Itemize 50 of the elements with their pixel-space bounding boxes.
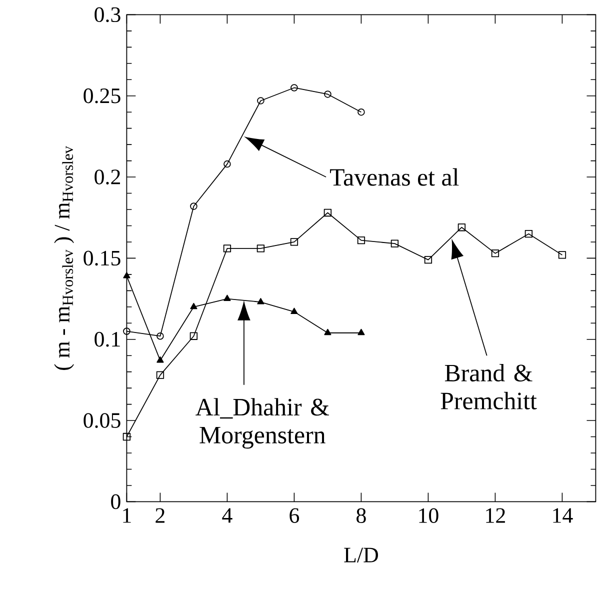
x-tick-label: 4 <box>222 508 232 523</box>
y-axis-title: ( m - m$_{Hvorslev}$ ) / m$_{Hvorslev}$ <box>54 146 74 370</box>
point <box>123 328 130 335</box>
y-tick-label: 0 <box>111 494 120 510</box>
point <box>224 160 231 168</box>
point <box>190 202 198 210</box>
x-tick-label: 10 <box>419 508 438 524</box>
point <box>224 294 231 302</box>
point <box>357 236 366 244</box>
x-axis-title: L/D <box>344 548 378 562</box>
point <box>558 251 566 259</box>
point <box>256 244 265 252</box>
point <box>123 272 130 278</box>
x-tick-label: 1 <box>123 508 131 523</box>
y-tick-label: 0.3 <box>94 7 120 22</box>
point <box>257 298 264 304</box>
x-tick-label: 6 <box>290 508 300 523</box>
point <box>324 328 332 336</box>
annotation: Brand & Premchitt <box>440 364 537 410</box>
point <box>156 371 164 379</box>
x-tick-label: 2 <box>156 508 164 523</box>
y-tick-label: 0.25 <box>84 88 120 104</box>
point <box>358 328 365 336</box>
annotation: Tavenas et al <box>330 168 459 186</box>
y-tick-label: 0.15 <box>84 250 120 266</box>
point <box>290 308 298 314</box>
y-tick-label: 0.05 <box>84 413 120 428</box>
point <box>390 240 399 248</box>
point <box>156 332 164 340</box>
point <box>458 224 466 232</box>
point <box>290 84 298 92</box>
point <box>190 302 198 310</box>
point <box>424 256 432 264</box>
x-tick-label: 14 <box>553 508 573 523</box>
x-tick-label: 12 <box>486 508 505 523</box>
point <box>524 230 533 238</box>
point <box>190 332 198 340</box>
point <box>122 432 131 441</box>
point <box>491 249 500 258</box>
x-tick-label: 8 <box>356 508 366 524</box>
point <box>257 97 264 104</box>
point <box>324 90 332 98</box>
point <box>223 244 232 252</box>
y-tick-label: 0.2 <box>94 170 120 184</box>
point <box>358 108 365 116</box>
point <box>324 208 332 217</box>
annotation: Al_Dhahir & Morgenstern <box>196 398 330 449</box>
point <box>156 356 164 363</box>
y-tick-label: 0.1 <box>94 332 120 347</box>
point <box>290 238 298 246</box>
